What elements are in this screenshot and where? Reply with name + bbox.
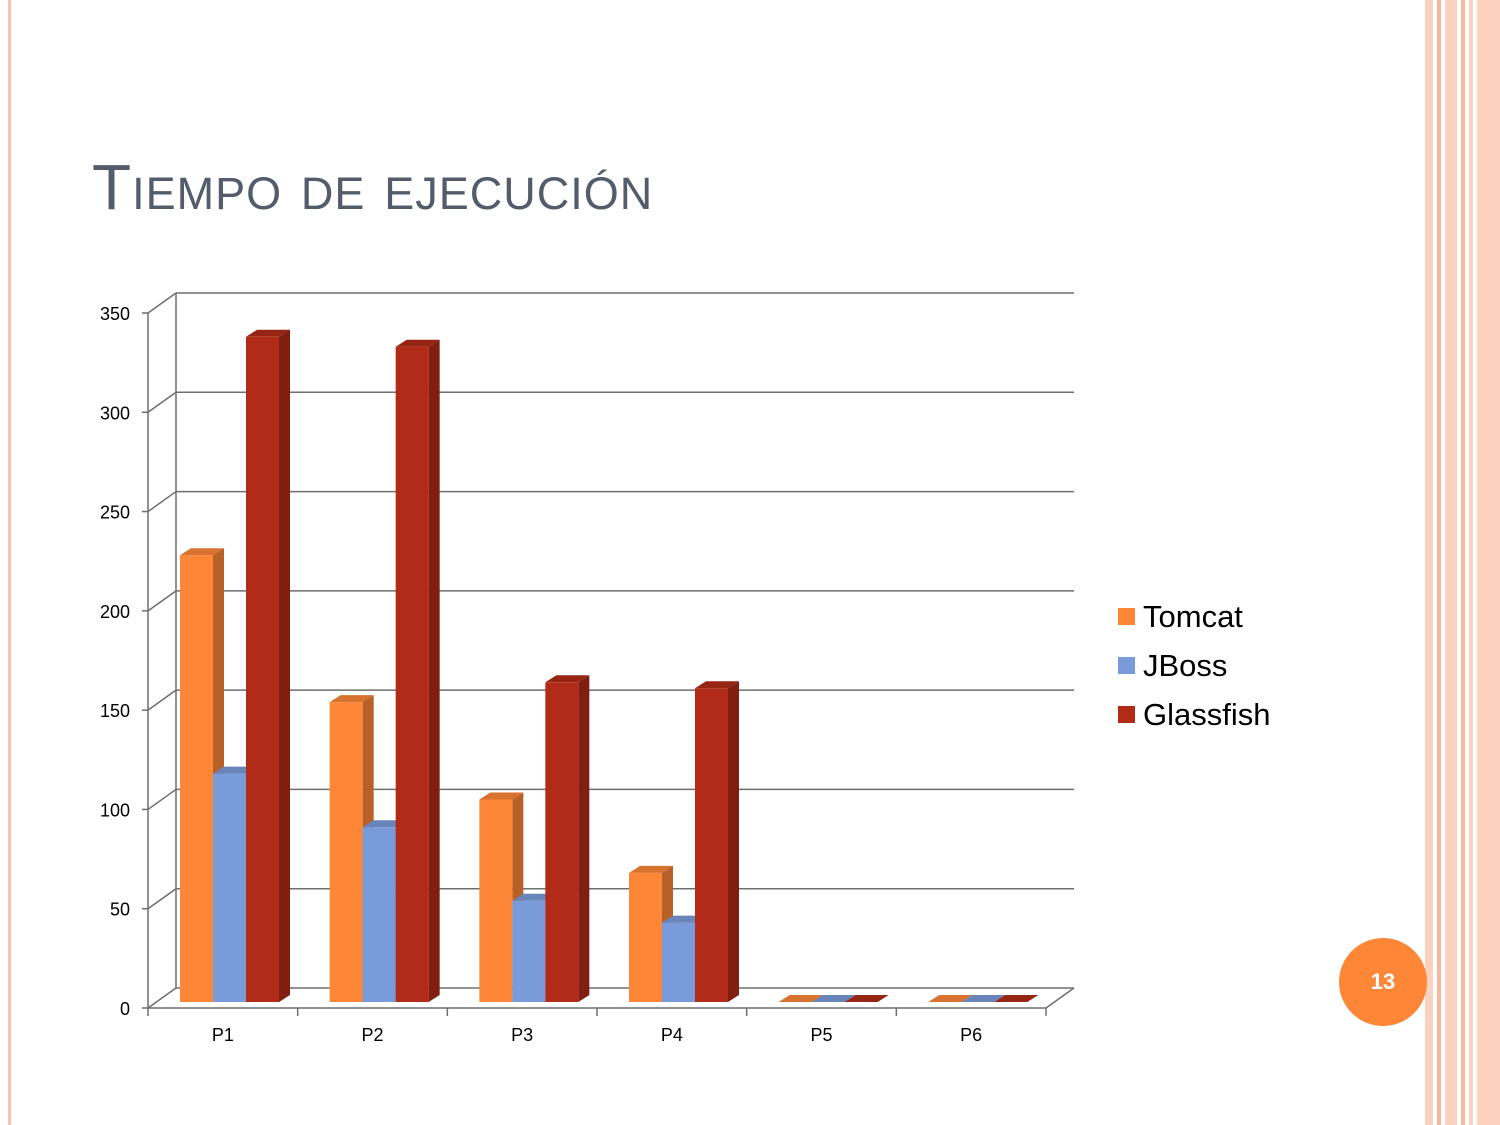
bar-glassfish-p3 [545,675,590,1002]
x-tick-label: P3 [511,1025,533,1045]
legend-item-jboss: JBoss [1118,641,1270,690]
legend-swatch-jboss [1118,657,1135,674]
x-tick-label: P2 [361,1025,383,1045]
legend-label-tomcat: Tomcat [1143,598,1243,634]
legend-item-tomcat: Tomcat [1118,592,1270,641]
y-tick-label: 200 [100,602,130,622]
side-gridline [147,689,177,711]
x-tick-label: P4 [661,1025,683,1045]
bar-glassfish-p2 [395,339,440,1002]
x-tick-label: P6 [960,1025,982,1045]
y-tick-label: 150 [100,701,130,721]
legend-label-glassfish: Glassfish [1143,696,1271,732]
x-tick-label: P5 [810,1025,832,1045]
right-decorative-stripes [1425,0,1500,1125]
y-tick-label: 300 [100,403,130,423]
side-gridline [147,888,177,910]
bar-jboss-p6 [961,995,1006,1002]
y-tick-label: 250 [100,503,130,523]
x-tick-label: P1 [212,1025,234,1045]
page-number-badge: 13 [1339,938,1427,1026]
left-border-line [8,0,11,1125]
bar-glassfish-p4 [695,681,739,1002]
y-tick-label: 100 [100,800,130,820]
legend-swatch-tomcat [1118,608,1135,625]
bar-glassfish-p1 [246,329,290,1002]
slide-title: Tiempo de ejecución [92,151,654,223]
y-tick-label: 0 [120,999,130,1019]
chart-legend: Tomcat JBoss Glassfish [1118,592,1270,739]
legend-item-glassfish: Glassfish [1118,690,1270,739]
side-gridline [147,391,177,413]
bar-jboss-p5 [811,995,856,1002]
legend-swatch-glassfish [1118,706,1135,723]
bar-glassfish-p6 [994,995,1039,1002]
y-tick-label: 50 [110,900,130,920]
bar-glassfish-p5 [844,995,889,1002]
side-gridline [147,788,177,811]
bar-tomcat-p2 [329,695,374,1002]
side-gridline [147,490,177,513]
side-gridline [147,987,177,1009]
legend-label-jboss: JBoss [1143,647,1228,683]
bar-tomcat-p4 [629,865,673,1002]
side-gridline [147,590,177,612]
y-tick-label: 350 [100,304,130,324]
bar-tomcat-p5 [778,995,823,1002]
bar-tomcat-p6 [928,995,973,1002]
side-gridline [147,292,177,314]
floor-right-edge [1045,987,1075,1009]
